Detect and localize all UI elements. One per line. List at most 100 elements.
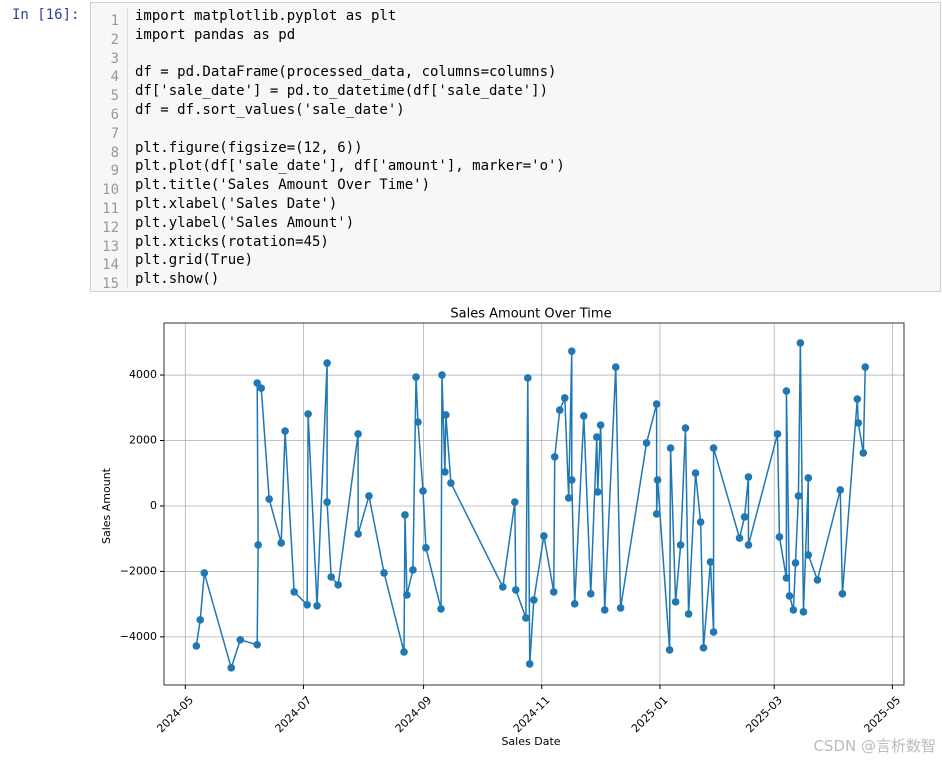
marker — [304, 410, 312, 418]
marker — [666, 444, 675, 452]
code-cell[interactable]: 1 2 3 4 5 6 7 8 9 10 11 12 13 14 15 import matplotlib.p… — [90, 2, 941, 292]
marker — [782, 574, 791, 582]
marker — [592, 433, 601, 441]
code-line: plt.title('Sales Amount Over Time') — [135, 177, 431, 194]
line-number: 13 — [102, 238, 119, 255]
marker — [593, 488, 602, 496]
gutter: 1 2 3 4 5 6 7 8 9 10 11 12 13 14 15 — [91, 8, 128, 292]
code-line: import pandas as pd — [135, 26, 296, 43]
marker — [380, 569, 388, 577]
marker — [447, 479, 455, 487]
marker — [775, 533, 784, 541]
line-number: 5 — [110, 88, 119, 105]
marker — [540, 532, 548, 540]
x-tick-label: 2025-01 — [629, 694, 671, 736]
marker — [773, 430, 782, 438]
marker — [600, 606, 609, 614]
marker — [799, 608, 808, 616]
y-tick-label: 2000 — [129, 434, 157, 447]
marker — [567, 347, 576, 355]
line-number: 9 — [110, 163, 119, 180]
marker — [192, 642, 201, 650]
line-number: 4 — [110, 69, 119, 86]
marker — [442, 411, 450, 419]
marker — [699, 644, 708, 652]
marker — [441, 468, 449, 476]
x-tick-label: 2024-05 — [154, 694, 196, 736]
code-line: plt.figure(figsize=(12, 6)) — [135, 139, 363, 156]
marker — [303, 601, 311, 609]
line-number: 6 — [110, 107, 119, 123]
marker — [419, 487, 427, 495]
code-line: plt.plot(df['sale_date'], df['amount'], … — [135, 158, 565, 175]
watermark: CSDN @言析数智 — [813, 737, 936, 755]
marker — [567, 476, 576, 484]
line-number: 12 — [102, 219, 119, 236]
marker — [511, 498, 519, 506]
marker — [642, 439, 651, 447]
marker — [400, 648, 408, 656]
marker — [401, 511, 409, 519]
marker — [323, 359, 331, 367]
marker — [277, 539, 285, 547]
marker — [684, 610, 693, 618]
code-line: plt.grid(True) — [135, 252, 254, 269]
marker — [499, 583, 507, 591]
marker — [616, 604, 625, 612]
marker — [290, 588, 298, 596]
marker — [836, 486, 845, 494]
marker — [676, 541, 685, 549]
marker — [196, 616, 205, 624]
marker — [327, 573, 335, 581]
line-number: 3 — [110, 50, 119, 67]
marker — [611, 363, 620, 371]
marker — [254, 541, 262, 549]
marker — [782, 387, 791, 395]
marker — [785, 592, 794, 600]
marker — [365, 492, 373, 500]
x-tick-label: 2024-07 — [273, 694, 315, 736]
marker — [409, 566, 417, 574]
code-line: df = df.sort_values('sale_date') — [135, 102, 405, 118]
line-number: 14 — [102, 257, 119, 274]
line — [195, 342, 867, 671]
y-tick-label: −4000 — [120, 630, 157, 643]
marker — [665, 646, 674, 654]
marker — [522, 614, 530, 622]
marker — [200, 569, 209, 577]
cell-prompt: In [16]: — [12, 7, 80, 23]
marker — [854, 419, 863, 427]
marker — [227, 664, 236, 672]
marker — [861, 363, 870, 371]
marker — [653, 476, 662, 484]
marker — [236, 636, 245, 644]
marker — [804, 551, 813, 559]
marker — [696, 518, 705, 526]
marker — [744, 541, 753, 549]
line-number: 2 — [110, 31, 119, 48]
marker — [671, 598, 680, 606]
code-line: plt.xlabel('Sales Date') — [135, 196, 338, 212]
marker — [265, 495, 273, 503]
marker — [281, 427, 289, 435]
marker — [323, 498, 331, 506]
marker — [813, 576, 822, 584]
code-line: df['sale_date'] = pd.to_datetime(df['sal… — [135, 83, 549, 100]
marker — [438, 371, 446, 379]
code-line: import matplotlib.pyplot as plt — [135, 8, 397, 24]
marker — [596, 421, 605, 429]
marker — [403, 591, 411, 599]
marker — [859, 449, 868, 457]
marker — [530, 596, 538, 604]
marker — [524, 374, 532, 382]
marker — [550, 453, 559, 461]
marker — [740, 513, 749, 521]
marker — [437, 605, 445, 613]
x-axis-label: Sales Date — [501, 735, 560, 748]
marker — [555, 406, 564, 414]
x-tick-label: 2024-09 — [393, 694, 435, 736]
marker — [791, 559, 800, 567]
marker — [354, 430, 362, 438]
marker — [354, 530, 362, 538]
